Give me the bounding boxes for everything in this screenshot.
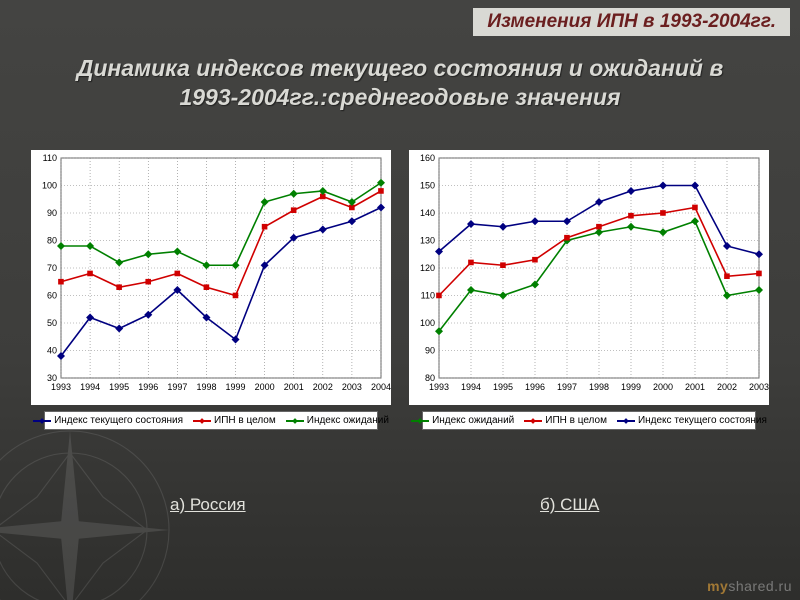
- svg-text:2001: 2001: [284, 382, 304, 392]
- chart-a-legend: Индекс текущего состоянияИПН в целомИнде…: [44, 411, 378, 430]
- svg-text:2004: 2004: [371, 382, 391, 392]
- legend-swatch: [411, 420, 429, 422]
- chart-b-legend: Индекс ожиданийИПН в целомИндекс текущег…: [422, 411, 756, 430]
- corner-tag: Изменения ИПН в 1993-2004гг.: [473, 8, 790, 36]
- svg-text:110: 110: [421, 291, 435, 301]
- svg-text:1995: 1995: [109, 382, 129, 392]
- svg-text:2001: 2001: [685, 382, 705, 392]
- legend-swatch: [617, 420, 635, 422]
- title-line-1: Динамика индексов текущего состояния и о…: [77, 55, 724, 81]
- svg-text:1995: 1995: [493, 382, 513, 392]
- svg-text:140: 140: [420, 208, 435, 218]
- chart-b-container: 8090100110120130140150160199319941995199…: [409, 150, 769, 430]
- page-title: Динамика индексов текущего состояния и о…: [0, 54, 800, 112]
- legend-label: Индекс текущего состояния: [54, 415, 183, 426]
- svg-text:1999: 1999: [226, 382, 246, 392]
- svg-text:1993: 1993: [51, 382, 71, 392]
- svg-text:160: 160: [420, 153, 435, 163]
- legend-label: Индекс ожиданий: [432, 415, 514, 426]
- svg-text:2003: 2003: [749, 382, 769, 392]
- slide-root: Изменения ИПН в 1993-2004гг. Динамика ин…: [0, 0, 800, 600]
- legend-item: Индекс ожиданий: [286, 415, 389, 426]
- svg-text:1998: 1998: [196, 382, 216, 392]
- legend-item: Индекс текущего состояния: [617, 415, 767, 426]
- svg-text:120: 120: [420, 263, 435, 273]
- svg-text:100: 100: [420, 318, 435, 328]
- svg-text:70: 70: [47, 263, 57, 273]
- svg-text:50: 50: [47, 318, 57, 328]
- svg-text:110: 110: [43, 153, 57, 163]
- svg-text:100: 100: [42, 181, 57, 191]
- legend-item: ИПН в целом: [193, 415, 276, 426]
- legend-swatch: [286, 420, 304, 422]
- legend-item: Индекс текущего состояния: [33, 415, 183, 426]
- legend-swatch: [33, 420, 51, 422]
- legend-label: Индекс текущего состояния: [638, 415, 767, 426]
- svg-text:1994: 1994: [80, 382, 100, 392]
- svg-text:1996: 1996: [525, 382, 545, 392]
- svg-text:1997: 1997: [167, 382, 187, 392]
- svg-text:130: 130: [420, 236, 435, 246]
- compass-decoration: [0, 420, 180, 600]
- svg-text:2000: 2000: [255, 382, 275, 392]
- chart-b: 8090100110120130140150160199319941995199…: [409, 150, 769, 405]
- subcaption-b: б) США: [540, 495, 599, 515]
- svg-text:1993: 1993: [429, 382, 449, 392]
- svg-text:1996: 1996: [138, 382, 158, 392]
- svg-text:1997: 1997: [557, 382, 577, 392]
- subcaption-a: а) Россия: [170, 495, 246, 515]
- watermark-prefix: my: [707, 578, 728, 594]
- legend-item: Индекс ожиданий: [411, 415, 514, 426]
- legend-label: ИПН в целом: [545, 415, 607, 426]
- svg-text:1994: 1994: [461, 382, 481, 392]
- chart-a-container: 3040506070809010011019931994199519961997…: [31, 150, 391, 430]
- legend-item: ИПН в целом: [524, 415, 607, 426]
- svg-text:1999: 1999: [621, 382, 641, 392]
- title-line-2: 1993-2004гг.:среднегодовые значения: [179, 84, 620, 110]
- chart-svg: 8090100110120130140150160199319941995199…: [409, 150, 769, 405]
- svg-text:150: 150: [420, 181, 435, 191]
- svg-text:1998: 1998: [589, 382, 609, 392]
- chart-svg: 3040506070809010011019931994199519961997…: [31, 150, 391, 405]
- svg-text:90: 90: [47, 208, 57, 218]
- svg-text:80: 80: [47, 236, 57, 246]
- svg-text:40: 40: [47, 346, 57, 356]
- watermark-suffix: shared.ru: [728, 578, 792, 594]
- svg-text:60: 60: [47, 291, 57, 301]
- svg-text:90: 90: [425, 346, 435, 356]
- legend-swatch: [193, 420, 211, 422]
- svg-text:2002: 2002: [313, 382, 333, 392]
- svg-text:2003: 2003: [342, 382, 362, 392]
- legend-label: Индекс ожиданий: [307, 415, 389, 426]
- svg-text:2000: 2000: [653, 382, 673, 392]
- watermark: myshared.ru: [707, 578, 792, 594]
- legend-swatch: [524, 420, 542, 422]
- charts-row: 3040506070809010011019931994199519961997…: [30, 150, 770, 430]
- svg-text:2002: 2002: [717, 382, 737, 392]
- chart-a: 3040506070809010011019931994199519961997…: [31, 150, 391, 405]
- legend-label: ИПН в целом: [214, 415, 276, 426]
